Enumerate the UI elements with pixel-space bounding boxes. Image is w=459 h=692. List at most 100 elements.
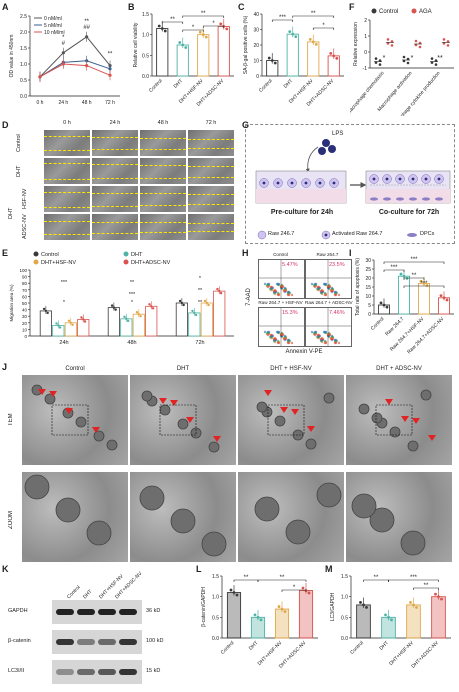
- y-tick-label: 1.5: [20, 46, 27, 52]
- legend-label: DHT+ADSC-NV: [131, 260, 171, 266]
- significance-mark: **: [84, 19, 89, 25]
- scratch-image: [140, 158, 186, 184]
- event-dot: [276, 291, 280, 295]
- significance-mark: *: [411, 55, 414, 62]
- tem-structures: [31, 384, 118, 451]
- data-point: [402, 55, 406, 59]
- y-tick-label: 50: [22, 301, 28, 306]
- bar: [406, 604, 421, 639]
- data-point: [378, 63, 382, 66]
- tem-structures: [358, 389, 436, 452]
- event-dot: [286, 290, 290, 294]
- flow-plot: Raw 264.7 23.5%: [305, 252, 352, 299]
- scratch-edge-line: [44, 163, 90, 164]
- col-label-24h: 24 h: [109, 120, 121, 126]
- blot-protein-label: LC3I/II: [8, 668, 25, 674]
- zoom-region: [159, 404, 197, 436]
- event-dot: [272, 289, 276, 293]
- panel-label-j: J: [2, 362, 8, 372]
- event-dot: [290, 341, 294, 345]
- data-point: [442, 296, 446, 300]
- data-point: [85, 35, 89, 39]
- significance-bracket: [202, 25, 225, 28]
- blot-band: [77, 609, 95, 615]
- tem-structures: [254, 482, 342, 545]
- lps-marker: [304, 181, 308, 185]
- y-tick-label: 2: [364, 18, 367, 24]
- legend-label: Control: [41, 252, 59, 258]
- y-tick-label: 15: [365, 285, 371, 291]
- y-tick-label: 1.0: [142, 33, 149, 39]
- y-tick-label: 1.5: [142, 12, 149, 18]
- data-point: [386, 38, 390, 41]
- data-point: [409, 601, 412, 604]
- data-point: [329, 51, 333, 55]
- scratch-edge-line: [44, 136, 90, 137]
- data-point: [294, 35, 298, 39]
- autophagosome: [316, 482, 342, 508]
- event-dot: [283, 334, 287, 338]
- blot-kd-label: 36 kD: [146, 608, 161, 614]
- data-point: [181, 43, 185, 47]
- y-axis-label: OD value in 450nm: [9, 35, 15, 78]
- x-tick-label: 72 h: [105, 100, 115, 106]
- lps-marker: [290, 181, 294, 185]
- scratch-image: [92, 130, 138, 156]
- event-dot: [282, 336, 286, 340]
- event-dot: [312, 283, 316, 287]
- data-point: [365, 606, 368, 609]
- data-point: [419, 279, 423, 283]
- dpc-cell: [422, 197, 430, 201]
- data-point: [42, 307, 46, 311]
- data-point: [232, 591, 236, 594]
- data-point: [415, 606, 418, 609]
- event-dot: [263, 330, 267, 334]
- scratch-edge-line: [140, 193, 186, 194]
- data-point: [180, 301, 184, 305]
- autophagosome: [86, 520, 112, 546]
- autophagosome: [75, 416, 87, 428]
- row-label-adsc: ADSC-NV: [22, 214, 28, 240]
- panel-j-tem: TEM ZOOM Control DHT DHT + HSF-NV DHT + ADS…: [8, 366, 456, 562]
- panel-label-a: A: [2, 2, 9, 12]
- significance-mark: *: [322, 23, 325, 29]
- arrowhead-marker: [65, 408, 73, 414]
- scratch-edge-line: [44, 191, 90, 193]
- significance-mark: *: [293, 585, 296, 591]
- data-point: [85, 64, 89, 68]
- significance-bracket: [257, 579, 307, 582]
- significance-mark: ***: [420, 281, 428, 287]
- scratch-edge-line: [92, 164, 138, 165]
- x-tick-label: DHT: [248, 640, 260, 652]
- autophagosome: [323, 392, 335, 404]
- data-point: [414, 43, 418, 47]
- blot-kd-label: 100 kD: [146, 638, 164, 644]
- panel-label-b: B: [128, 2, 135, 12]
- data-point: [446, 40, 450, 43]
- data-point: [110, 304, 114, 307]
- x-tick-label: Control: [148, 78, 164, 94]
- lps-particle: [318, 147, 326, 155]
- scratch-image: [140, 186, 186, 212]
- y-tick-label: 80: [22, 281, 28, 286]
- data-point: [194, 313, 198, 317]
- event-dot: [290, 293, 294, 297]
- data-point: [445, 298, 449, 302]
- legend-activated-dot: [324, 233, 328, 237]
- flow-plot: Control 5.47%: [258, 252, 305, 299]
- y-tick-label: 0.0: [341, 636, 348, 642]
- data-point: [434, 59, 438, 62]
- scratch-image: [188, 130, 234, 156]
- data-point: [135, 311, 139, 314]
- significance-mark: **: [170, 17, 175, 23]
- autophagosome: [305, 438, 317, 450]
- significance-mark: **: [198, 300, 203, 306]
- chart-c-bar: 0 10 20 30 40 SA-β-gal positive cells (%) Cont…: [243, 11, 344, 108]
- bar: [398, 275, 410, 315]
- event-dot: [330, 334, 334, 338]
- y-tick-label: 40: [253, 12, 259, 18]
- significance-mark: #: [62, 41, 66, 47]
- bar: [188, 312, 201, 337]
